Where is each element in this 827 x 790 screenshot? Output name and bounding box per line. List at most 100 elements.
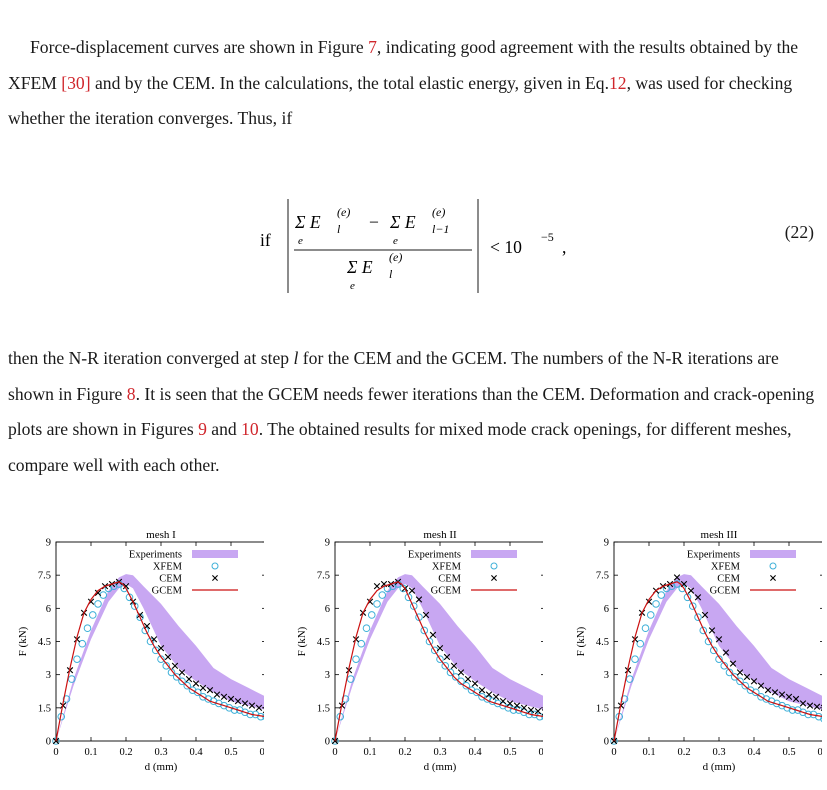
legend-swatch-xfem bbox=[490, 562, 498, 570]
reference-link[interactable]: 10 bbox=[241, 419, 259, 439]
legend-label: XFEM bbox=[153, 562, 183, 573]
y-tick-label: 7.5 bbox=[38, 571, 51, 582]
xfem-marker bbox=[688, 602, 697, 610]
cem-marker bbox=[227, 695, 235, 703]
eq-rhs: < 10 bbox=[490, 237, 522, 257]
xfem-marker bbox=[446, 668, 455, 677]
plot-frame bbox=[613, 541, 822, 742]
cem-marker bbox=[687, 587, 695, 594]
x-tick-label: 0.2 bbox=[119, 747, 132, 758]
xfem-marker bbox=[94, 600, 102, 608]
cem-marker bbox=[673, 574, 681, 581]
xfem-marker bbox=[167, 668, 176, 677]
xfem-marker bbox=[204, 695, 213, 703]
cem-marker bbox=[94, 589, 102, 597]
legend-swatch-experiments bbox=[750, 550, 796, 558]
chart-mesh-3: mesh III 0 0.1 0.2 0.3 0.4 0.5 0.6 0 1.5 3 4.5 6 7.5 9… bbox=[575, 529, 822, 773]
reference-link[interactable]: [30] bbox=[61, 72, 91, 93]
eq-den-sub: l bbox=[389, 267, 393, 281]
cem-marker bbox=[157, 644, 165, 652]
cem-marker bbox=[429, 631, 437, 639]
xfem-marker bbox=[172, 673, 181, 681]
eq-den-idx: e bbox=[350, 280, 355, 292]
x-tick-label: 0.1 bbox=[363, 747, 376, 758]
legend-label: GCEM bbox=[710, 586, 741, 597]
xfem-marker bbox=[420, 626, 429, 635]
y-tick-label: 1.5 bbox=[38, 703, 51, 714]
cem-marker bbox=[122, 583, 130, 590]
xfem-marker bbox=[256, 712, 264, 721]
cem-marker bbox=[220, 693, 228, 700]
cem-marker bbox=[499, 698, 507, 705]
cem-marker bbox=[757, 682, 765, 689]
xfem-marker bbox=[620, 695, 629, 703]
cem-marker bbox=[164, 653, 172, 661]
xfem-marker bbox=[699, 626, 708, 635]
xfem-marker bbox=[441, 662, 450, 670]
text-run: and bbox=[206, 419, 242, 439]
xfem-marker bbox=[746, 686, 755, 694]
x-tick-label: 0.5 bbox=[503, 747, 516, 758]
xfem-marker bbox=[83, 624, 92, 633]
x-tick-label: 0 bbox=[611, 747, 616, 758]
reference-link[interactable]: 12 bbox=[608, 72, 627, 93]
xfem-marker bbox=[341, 695, 350, 703]
xfem-marker bbox=[367, 611, 376, 619]
x-axis-label: d (mm) bbox=[424, 761, 457, 773]
xfem-marker bbox=[778, 701, 786, 710]
y-axis-label: F (kN) bbox=[575, 626, 587, 656]
paragraph-force-displacement: Force-displacement curves are shown in F… bbox=[8, 30, 823, 137]
eq-num-idx2: e bbox=[393, 235, 398, 247]
xfem-marker bbox=[741, 681, 750, 690]
legend-swatch-cem bbox=[491, 575, 497, 581]
xfem-marker bbox=[183, 681, 192, 690]
y-tick-label: 0 bbox=[604, 737, 609, 748]
cem-marker bbox=[436, 644, 444, 652]
cem-marker bbox=[213, 691, 221, 698]
x-tick-label: 0.5 bbox=[782, 747, 795, 758]
cem-marker bbox=[241, 700, 249, 707]
x-tick-label: 0.3 bbox=[712, 747, 725, 758]
y-tick-label: 4.5 bbox=[596, 637, 609, 648]
x-axis-label: d (mm) bbox=[703, 761, 736, 773]
cem-marker bbox=[192, 680, 200, 687]
x-tick-label: 0 bbox=[332, 747, 337, 758]
eq-den-sup: (e) bbox=[389, 250, 402, 264]
xfem-marker bbox=[625, 675, 634, 683]
xfem-marker bbox=[88, 611, 97, 619]
xfem-marker bbox=[457, 677, 465, 686]
series-experiments-band bbox=[56, 574, 264, 741]
xfem-marker bbox=[362, 624, 371, 633]
legend-swatch-experiments bbox=[192, 550, 238, 558]
cem-marker bbox=[520, 704, 528, 712]
cem-marker bbox=[255, 704, 263, 712]
x-tick-label: 0.2 bbox=[398, 747, 411, 758]
xfem-marker bbox=[610, 737, 618, 745]
x-tick-label: 0.1 bbox=[642, 747, 655, 758]
x-tick-label: 0.4 bbox=[747, 747, 761, 758]
cem-marker bbox=[541, 709, 543, 716]
y-tick-label: 1.5 bbox=[596, 703, 609, 714]
xfem-marker bbox=[73, 655, 81, 663]
reference-link[interactable]: 9 bbox=[198, 419, 207, 439]
eq-num-term2: Σ E bbox=[389, 212, 416, 232]
x-tick-label: 0.6 bbox=[538, 747, 543, 758]
xfem-marker bbox=[357, 639, 366, 648]
cem-marker bbox=[701, 611, 709, 619]
cem-marker bbox=[764, 686, 772, 694]
reference-link[interactable]: 8 bbox=[126, 383, 136, 404]
y-tick-label: 6 bbox=[604, 604, 609, 615]
reference-link[interactable]: 7 bbox=[368, 37, 377, 57]
xfem-marker bbox=[730, 673, 739, 681]
cem-marker bbox=[527, 706, 535, 714]
cem-marker bbox=[408, 587, 416, 594]
eq-num-sup2: (e) bbox=[432, 205, 445, 219]
series-experiments-band bbox=[335, 574, 543, 741]
cem-marker bbox=[799, 700, 807, 707]
eq-num-sub1: l bbox=[337, 222, 341, 236]
xfem-marker bbox=[814, 712, 822, 721]
cem-marker bbox=[778, 691, 786, 698]
xfem-marker bbox=[436, 655, 444, 663]
xfem-marker bbox=[404, 593, 413, 602]
text-run: and by the CEM. In the calculations, the… bbox=[90, 72, 609, 93]
